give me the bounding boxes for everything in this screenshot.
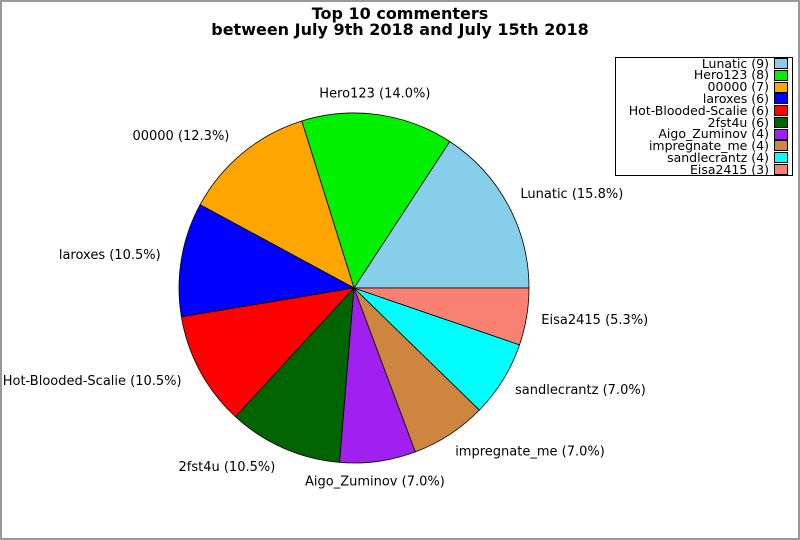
legend-label: Aigo_Zuminov (4) bbox=[658, 126, 769, 142]
legend-row-2fst4u: 2fst4u (6) bbox=[618, 114, 788, 130]
slice-label-impregnate_me: impregnate_me (7.0%) bbox=[455, 445, 605, 460]
slice-label-2fst4u: 2fst4u (10.5%) bbox=[178, 460, 275, 475]
slice-label-00000: 00000 (12.3%) bbox=[132, 129, 229, 144]
legend-row-Hero123: Hero123 (8) bbox=[618, 69, 788, 81]
legend-row-laroxes: laroxes (6) bbox=[618, 90, 788, 106]
legend-row-sandlecrantz: sandlecrantz (4) bbox=[618, 149, 788, 165]
slice-label-sandlecrantz: sandlecrantz (7.0%) bbox=[515, 383, 646, 398]
legend-row-Hot-Blooded-Scalie: Hot-Blooded-Scalie (6) bbox=[618, 102, 788, 118]
pie-slice-Hero123 bbox=[301, 112, 451, 289]
legend-swatch-icon bbox=[774, 164, 788, 176]
pie-slice-Eisa2415 bbox=[353, 287, 530, 346]
chart-title-line1: Top 10 commenters bbox=[311, 4, 489, 23]
legend-row-00000: 00000 (7) bbox=[618, 79, 788, 95]
legend-label: Eisa2415 (3) bbox=[689, 161, 769, 177]
legend-swatch-icon bbox=[774, 81, 788, 93]
slice-label-Eisa2415: Eisa2415 (5.3%) bbox=[541, 313, 648, 328]
legend-swatch-icon bbox=[774, 57, 788, 69]
legend-row-Eisa2415: Eisa2415 (3) bbox=[618, 161, 788, 177]
slice-label-Aigo_Zuminov: Aigo_Zuminov (7.0%) bbox=[305, 475, 445, 490]
chart-title-line2: between July 9th 2018 and July 15th 2018 bbox=[211, 19, 589, 39]
legend-label: 00000 (7) bbox=[707, 79, 769, 95]
legend-label: laroxes (6) bbox=[702, 90, 769, 106]
legend-swatch-icon bbox=[774, 93, 788, 105]
chart-title: Top 10 commenters between July 9th 2018 … bbox=[2, 6, 798, 37]
pie-slice-Lunatic bbox=[353, 141, 530, 289]
slice-label-Hot-Blooded-Scalie: Hot-Blooded-Scalie (10.5%) bbox=[3, 374, 182, 389]
legend-swatch-icon bbox=[774, 128, 788, 140]
legend-row-Lunatic: Lunatic (9) bbox=[618, 55, 788, 71]
legend-swatch-icon bbox=[774, 105, 788, 117]
slice-label-Hero123: Hero123 (14.0%) bbox=[319, 86, 430, 101]
legend: Lunatic (9) Hero123 (8) 00000 (7) laroxes (… bbox=[615, 57, 793, 176]
slice-label-laroxes: laroxes (10.5%) bbox=[59, 248, 161, 263]
legend-label: Hero123 (8) bbox=[693, 67, 769, 83]
legend-label: Hot-Blooded-Scalie (6) bbox=[628, 102, 769, 118]
legend-row-impregnate_me: impregnate_me (4) bbox=[618, 138, 788, 154]
legend-swatch-icon bbox=[774, 152, 788, 164]
legend-label: sandlecrantz (4) bbox=[667, 149, 769, 165]
legend-swatch-icon bbox=[774, 69, 788, 81]
legend-swatch-icon bbox=[774, 140, 788, 152]
slice-label-Lunatic: Lunatic (15.8%) bbox=[520, 187, 623, 202]
legend-label: 2fst4u (6) bbox=[707, 114, 769, 130]
legend-label: impregnate_me (4) bbox=[648, 138, 769, 154]
legend-row-Aigo_Zuminov: Aigo_Zuminov (4) bbox=[618, 128, 788, 140]
pie-slice-laroxes bbox=[178, 204, 355, 318]
pie-slice-Hot-Blooded-Scalie bbox=[180, 287, 355, 418]
legend-swatch-icon bbox=[774, 116, 788, 128]
pie-slice-2fst4u bbox=[235, 287, 355, 463]
pie-slice-00000 bbox=[199, 120, 355, 289]
legend-label: Lunatic (9) bbox=[701, 55, 769, 71]
